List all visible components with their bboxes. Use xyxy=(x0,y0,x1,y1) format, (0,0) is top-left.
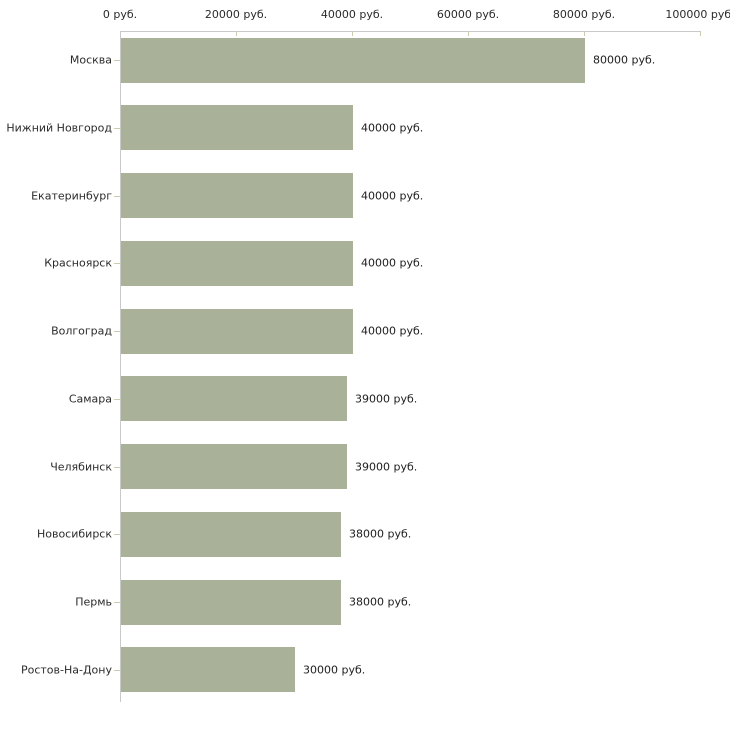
bar xyxy=(121,308,353,354)
bar xyxy=(121,579,341,625)
category-label: Ростов-На-Дону xyxy=(20,663,112,677)
x-axis-line xyxy=(120,31,701,32)
category-tick-mark xyxy=(114,127,120,129)
bar xyxy=(121,105,353,151)
category-tick-mark xyxy=(114,263,120,265)
y-axis-line xyxy=(120,31,121,702)
bar xyxy=(121,173,353,218)
x-tick-label: 40000 руб. xyxy=(320,8,384,21)
value-label: 39000 руб. xyxy=(355,460,418,473)
category-tick-mark xyxy=(114,534,120,536)
category-label: Новосибирск xyxy=(36,527,112,541)
x-tick-label: 20000 руб. xyxy=(204,8,268,21)
category-label: Москва xyxy=(69,53,112,67)
value-label: 30000 руб. xyxy=(303,663,366,677)
value-label: 38000 руб. xyxy=(349,595,412,609)
category-tick-mark xyxy=(114,602,120,603)
category-label: Челябинск xyxy=(50,460,112,473)
category-label: Пермь xyxy=(75,595,112,609)
category-tick-mark xyxy=(114,331,120,332)
category-tick-mark xyxy=(114,398,120,400)
x-tick-mark xyxy=(352,31,353,36)
value-label: 40000 руб. xyxy=(361,121,424,135)
x-tick-label: 100000 руб. xyxy=(665,8,730,21)
category-tick-mark xyxy=(114,195,120,197)
bar xyxy=(121,240,353,286)
value-label: 39000 руб. xyxy=(355,392,418,406)
bar xyxy=(121,37,585,83)
x-tick-label: 60000 руб. xyxy=(436,8,500,21)
category-tick-mark xyxy=(114,60,120,61)
category-label: Волгоград xyxy=(51,324,112,338)
x-tick-mark xyxy=(468,31,469,36)
value-label: 38000 руб. xyxy=(349,527,412,541)
category-label: Самара xyxy=(68,392,112,406)
x-tick-label: 80000 руб. xyxy=(552,8,616,21)
value-label: 80000 руб. xyxy=(593,53,656,67)
x-tick-mark xyxy=(236,31,237,36)
value-label: 40000 руб. xyxy=(361,189,424,202)
category-label: Екатеринбург xyxy=(31,189,112,202)
category-tick-mark xyxy=(114,669,120,671)
x-tick-label: 0 руб. xyxy=(102,8,138,21)
category-label: Нижний Новгород xyxy=(6,121,112,135)
value-label: 40000 руб. xyxy=(361,256,424,270)
x-tick-mark xyxy=(700,31,701,36)
category-tick-mark xyxy=(114,466,120,468)
value-label: 40000 руб. xyxy=(361,324,424,338)
bar xyxy=(121,444,347,489)
x-tick-mark xyxy=(584,31,585,36)
bar xyxy=(121,376,347,422)
bar xyxy=(121,647,295,693)
bar xyxy=(121,511,341,557)
category-label: Красноярск xyxy=(44,256,112,270)
